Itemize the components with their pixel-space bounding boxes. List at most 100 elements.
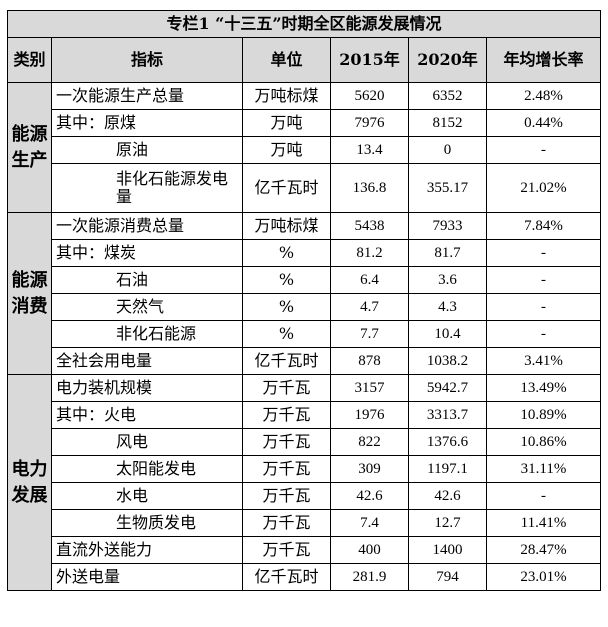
value-2020-cell: 42.6 (408, 482, 487, 510)
table-row: 其中：煤炭% 81.2 81.7- (8, 239, 601, 267)
value-2015-cell: 400 (330, 536, 409, 564)
indicator-cell: 非化石能源 (51, 320, 243, 348)
growth-cell: - (486, 482, 601, 510)
indicator-cell: 原油 (51, 136, 243, 164)
growth-cell: - (486, 320, 601, 348)
unit-cell: 万吨标煤 (242, 82, 331, 110)
growth-cell: 0.44% (486, 109, 601, 137)
growth-cell: 31.11% (486, 455, 601, 483)
category-cell: 电力发展 (7, 374, 52, 591)
header-indicator: 指标 (51, 37, 243, 83)
indicator-cell: 非化石能源发电量 (51, 163, 243, 213)
growth-cell: 23.01% (486, 563, 601, 591)
value-2020-cell: 1038.2 (408, 347, 487, 375)
unit-cell: 亿千瓦时 (242, 563, 331, 591)
unit-cell: 万千瓦 (242, 455, 331, 483)
indicator-cell: 风电 (51, 428, 243, 456)
value-2015-cell: 81.2 (330, 239, 409, 267)
unit-cell: % (242, 266, 331, 294)
value-2015-cell: 6.4 (330, 266, 409, 294)
value-2015-cell: 7.4 (330, 509, 409, 537)
unit-cell: 万千瓦 (242, 509, 331, 537)
value-2015-cell: 136.8 (330, 163, 409, 213)
value-2015-cell: 5620 (330, 82, 409, 110)
table-row: 电力发展 电力装机规模 万千瓦 3157 5942.7 13.49% (7, 374, 601, 591)
value-2015-cell: 1976 (330, 401, 409, 429)
value-2015-cell: 5438 (330, 212, 409, 240)
header-2020: 2020年 (408, 37, 487, 83)
indicator-cell: 其中：原煤 (51, 109, 243, 137)
table-row: 外送电量 亿千瓦时 281.9 794 23.01% (8, 563, 601, 591)
value-2015-cell: 822 (330, 428, 409, 456)
value-2020-cell: 5942.7 (408, 374, 487, 402)
growth-cell: - (486, 293, 601, 321)
table-row: 水电 万千瓦 42.6 42.6- (8, 482, 601, 510)
table-row: 直流外送能力 万千瓦 400 1400 28.47% (8, 536, 601, 564)
value-2020-cell: 355.17 (408, 163, 487, 213)
table-row: 天然气% 4.7 4.3- (8, 293, 601, 321)
growth-cell: - (486, 239, 601, 267)
unit-cell: 万吨 (242, 136, 331, 164)
unit-cell: % (242, 239, 331, 267)
value-2020-cell: 1400 (408, 536, 487, 564)
indicator-cell: 其中：火电 (51, 401, 243, 429)
unit-cell: 亿千瓦时 (242, 163, 331, 213)
table-row: 生物质发电 万千瓦 7.4 12.7 11.41% (8, 509, 601, 537)
growth-cell: 21.02% (486, 163, 601, 213)
growth-cell: - (486, 266, 601, 294)
table-row: 风电 万千瓦 822 1376.6 10.86% (8, 428, 601, 456)
header-category: 类别 (7, 37, 52, 83)
growth-cell: 2.48% (486, 82, 601, 110)
value-2015-cell: 281.9 (330, 563, 409, 591)
value-2020-cell: 0 (408, 136, 487, 164)
growth-cell: 10.89% (486, 401, 601, 429)
value-2015-cell: 878 (330, 347, 409, 375)
unit-cell: 万千瓦 (242, 482, 331, 510)
value-2020-cell: 1376.6 (408, 428, 487, 456)
value-2020-cell: 12.7 (408, 509, 487, 537)
category-cell: 能源生产 (7, 82, 52, 213)
table-row: 能源消费 一次能源消费总量 万吨标煤 5438 7933 7.84% (7, 212, 601, 375)
header-unit: 单位 (242, 37, 331, 83)
value-2015-cell: 13.4 (330, 136, 409, 164)
energy-table: 专栏1 “十三五”时期全区能源发展情况 类别 指标 单位 2015年 2020年… (7, 10, 601, 591)
indicator-cell: 一次能源消费总量 (51, 212, 243, 240)
growth-cell: 13.49% (486, 374, 601, 402)
unit-cell: 万吨 (242, 109, 331, 137)
growth-cell: 7.84% (486, 212, 601, 240)
table-row: 非化石能源% 7.7 10.4- (8, 320, 601, 348)
unit-cell: 万千瓦 (242, 401, 331, 429)
unit-cell: 亿千瓦时 (242, 347, 331, 375)
growth-cell: 11.41% (486, 509, 601, 537)
unit-cell: 万千瓦 (242, 374, 331, 402)
indicator-cell: 太阳能发电 (51, 455, 243, 483)
unit-cell: 万千瓦 (242, 536, 331, 564)
unit-cell: 万吨标煤 (242, 212, 331, 240)
table-row: 非化石能源发电量 亿千瓦时 136.8 355.17 21.02% (8, 163, 601, 213)
header-2015: 2015年 (330, 37, 409, 83)
value-2020-cell: 4.3 (408, 293, 487, 321)
category-cell: 能源消费 (7, 212, 52, 375)
value-2020-cell: 3.6 (408, 266, 487, 294)
indicator-cell: 石油 (51, 266, 243, 294)
indicator-cell: 直流外送能力 (51, 536, 243, 564)
value-2015-cell: 42.6 (330, 482, 409, 510)
value-2015-cell: 309 (330, 455, 409, 483)
header-growth: 年均增长率 (486, 37, 601, 83)
table-row: 能源生产 一次能源生产总量 万吨标煤 5620 6352 2.48% (7, 82, 601, 213)
growth-cell: 10.86% (486, 428, 601, 456)
indicator-cell: 其中：煤炭 (51, 239, 243, 267)
value-2020-cell: 8152 (408, 109, 487, 137)
indicator-cell: 一次能源生产总量 (51, 82, 243, 110)
table-row: 石油% 6.4 3.6- (8, 266, 601, 294)
table-row: 太阳能发电 万千瓦 309 1197.1 31.11% (8, 455, 601, 483)
value-2015-cell: 7.7 (330, 320, 409, 348)
unit-cell: % (242, 320, 331, 348)
value-2020-cell: 3313.7 (408, 401, 487, 429)
value-2020-cell: 6352 (408, 82, 487, 110)
table-row: 其中：火电 万千瓦 1976 3313.7 10.89% (8, 401, 601, 429)
indicator-cell: 全社会用电量 (51, 347, 243, 375)
table-row: 原油 万吨 13.4 0- (8, 136, 601, 164)
growth-cell: 3.41% (486, 347, 601, 375)
